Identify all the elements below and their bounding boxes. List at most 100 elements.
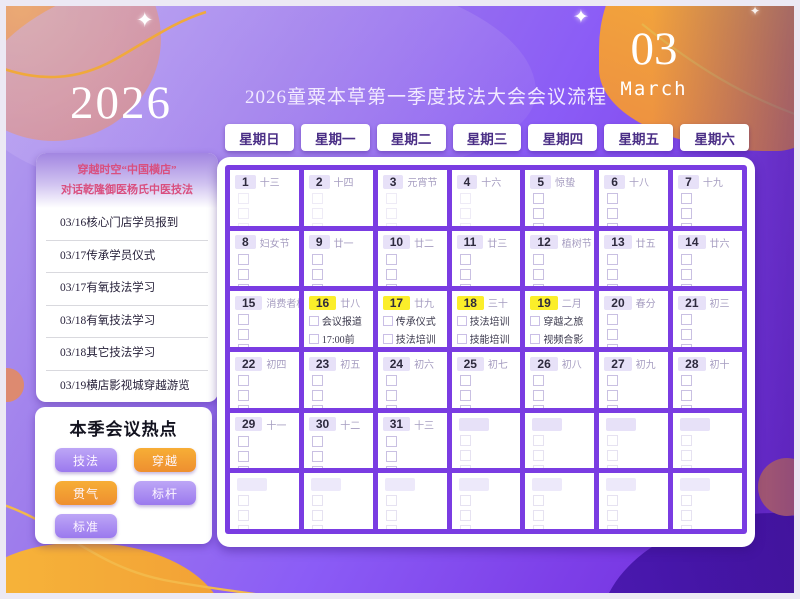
- day-checkbox[interactable]: [238, 495, 249, 507]
- day-checkbox[interactable]: [681, 344, 693, 347]
- calendar-cell[interactable]: 6 十八: [599, 170, 669, 226]
- day-checkbox[interactable]: [681, 223, 693, 226]
- day-checkbox[interactable]: [607, 208, 619, 219]
- day-checkbox[interactable]: [459, 525, 471, 529]
- day-checkbox[interactable]: [385, 405, 397, 408]
- day-checkbox[interactable]: [385, 208, 397, 219]
- day-checkbox[interactable]: [607, 390, 619, 401]
- calendar-cell[interactable]: 30 十二: [303, 412, 373, 469]
- day-checkbox[interactable]: [311, 253, 323, 265]
- day-checkbox[interactable]: [385, 435, 397, 447]
- day-checkbox[interactable]: [459, 405, 471, 408]
- calendar-cell[interactable]: 10 廿二: [377, 230, 447, 287]
- day-checkbox[interactable]: [238, 208, 249, 219]
- day-checkbox[interactable]: [681, 390, 693, 401]
- event-checkbox[interactable]: [308, 333, 319, 344]
- calendar-cell[interactable]: 31 十三: [377, 412, 447, 469]
- day-checkbox[interactable]: [311, 435, 323, 447]
- calendar-cell[interactable]: 29 十一: [230, 412, 299, 469]
- weekday-header[interactable]: 星期日: [225, 124, 294, 151]
- day-checkbox[interactable]: [533, 495, 545, 507]
- day-checkbox[interactable]: [607, 193, 619, 204]
- calendar-cell[interactable]: 25 初七: [451, 352, 521, 408]
- calendar-cell[interactable]: 5 惊蛰: [525, 170, 595, 226]
- day-checkbox[interactable]: [607, 329, 619, 341]
- day-checkbox[interactable]: [607, 464, 619, 469]
- day-checkbox[interactable]: [533, 390, 545, 401]
- day-checkbox[interactable]: [459, 268, 471, 280]
- day-checkbox[interactable]: [459, 390, 471, 401]
- day-checkbox[interactable]: [385, 495, 397, 507]
- day-checkbox[interactable]: [681, 405, 693, 408]
- weekday-header[interactable]: 星期三: [452, 124, 522, 151]
- day-checkbox[interactable]: [459, 283, 471, 287]
- event-checkbox[interactable]: [530, 315, 541, 326]
- topic-tag[interactable]: 标准: [55, 514, 117, 538]
- day-checkbox[interactable]: [681, 495, 693, 507]
- day-checkbox[interactable]: [238, 390, 249, 401]
- day-checkbox[interactable]: [238, 283, 249, 287]
- weekday-header[interactable]: 星期四: [528, 124, 598, 151]
- day-checkbox[interactable]: [385, 253, 397, 265]
- topic-tag[interactable]: 技法: [55, 448, 117, 472]
- event-checkbox[interactable]: [456, 333, 467, 344]
- day-checkbox[interactable]: [311, 223, 323, 226]
- calendar-cell[interactable]: 15消费者权益日: [230, 291, 299, 347]
- event-checkbox[interactable]: [530, 333, 541, 344]
- day-checkbox[interactable]: [533, 449, 545, 461]
- day-checkbox[interactable]: [238, 193, 249, 204]
- weekday-header[interactable]: 星期二: [376, 124, 446, 151]
- day-checkbox[interactable]: [238, 253, 249, 265]
- day-checkbox[interactable]: [459, 464, 471, 469]
- calendar-cell[interactable]: 7 十九: [673, 170, 742, 226]
- day-checkbox[interactable]: [681, 510, 693, 522]
- day-checkbox[interactable]: [681, 464, 693, 469]
- day-checkbox[interactable]: [238, 465, 249, 469]
- calendar-cell[interactable]: 4 十六: [451, 170, 521, 226]
- day-checkbox[interactable]: [311, 525, 323, 529]
- calendar-cell[interactable]: 12 植树节: [525, 230, 595, 287]
- day-checkbox[interactable]: [681, 253, 693, 265]
- day-checkbox[interactable]: [238, 223, 249, 226]
- day-checkbox[interactable]: [385, 450, 397, 462]
- day-checkbox[interactable]: [681, 314, 693, 326]
- topic-tag[interactable]: 穿越: [134, 448, 196, 472]
- day-checkbox[interactable]: [459, 434, 471, 446]
- day-checkbox[interactable]: [385, 268, 397, 280]
- calendar-cell[interactable]: 1 十三: [230, 170, 299, 226]
- day-checkbox[interactable]: [238, 268, 249, 280]
- day-checkbox[interactable]: [607, 253, 619, 265]
- day-checkbox[interactable]: [533, 283, 545, 287]
- day-checkbox[interactable]: [681, 283, 693, 287]
- weekday-header[interactable]: 星期一: [300, 124, 370, 151]
- day-checkbox[interactable]: [681, 193, 693, 204]
- day-checkbox[interactable]: [385, 510, 397, 522]
- day-checkbox[interactable]: [385, 283, 397, 287]
- topic-tag[interactable]: 贯气: [55, 481, 117, 505]
- day-checkbox[interactable]: [607, 495, 619, 507]
- day-checkbox[interactable]: [607, 449, 619, 461]
- day-checkbox[interactable]: [533, 208, 545, 219]
- day-checkbox[interactable]: [311, 283, 323, 287]
- calendar-cell[interactable]: 26 初八: [525, 352, 595, 408]
- day-checkbox[interactable]: [311, 193, 323, 204]
- calendar-cell[interactable]: 27 初九: [599, 352, 669, 408]
- day-checkbox[interactable]: [385, 465, 397, 469]
- calendar-cell[interactable]: 16 廿八 会议报道 17:00前: [303, 291, 373, 347]
- day-checkbox[interactable]: [459, 375, 471, 386]
- day-checkbox[interactable]: [311, 268, 323, 280]
- calendar-cell[interactable]: 11 廿三: [451, 230, 521, 287]
- day-checkbox[interactable]: [459, 193, 471, 204]
- day-checkbox[interactable]: [459, 208, 471, 219]
- day-checkbox[interactable]: [607, 268, 619, 280]
- day-checkbox[interactable]: [533, 375, 545, 386]
- day-checkbox[interactable]: [238, 525, 249, 529]
- day-checkbox[interactable]: [238, 329, 249, 341]
- day-checkbox[interactable]: [681, 434, 693, 446]
- calendar-cell[interactable]: 3 元宵节: [377, 170, 447, 226]
- day-checkbox[interactable]: [238, 510, 249, 522]
- day-checkbox[interactable]: [311, 405, 323, 408]
- day-checkbox[interactable]: [311, 495, 323, 507]
- day-checkbox[interactable]: [607, 314, 619, 326]
- day-checkbox[interactable]: [459, 253, 471, 265]
